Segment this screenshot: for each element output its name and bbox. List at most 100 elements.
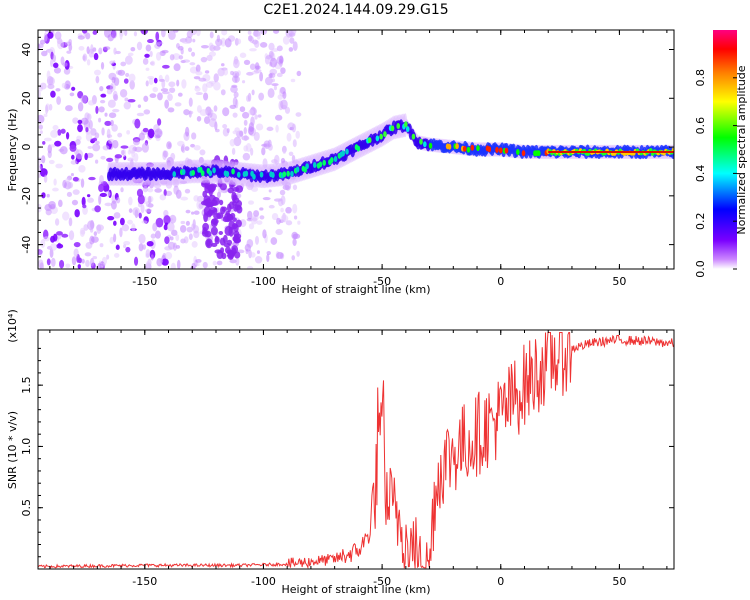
noise-speckle (159, 194, 167, 201)
noise-speckle (65, 132, 70, 140)
noise-speckle (198, 77, 207, 82)
noise-speckle (92, 143, 101, 152)
noise-speckle (39, 262, 44, 269)
noise-speckle (226, 239, 233, 246)
noise-speckle (248, 200, 255, 205)
noise-speckle (62, 62, 68, 67)
noise-speckle (127, 52, 134, 57)
noise-speckle (163, 189, 167, 197)
noise-speckle (224, 38, 232, 48)
noise-speckle (113, 212, 121, 219)
noise-speckle (275, 124, 279, 133)
noise-speckle (199, 109, 208, 116)
ridge-peak (225, 170, 230, 177)
noise-speckle (219, 182, 227, 191)
noise-speckle (290, 30, 297, 35)
noise-speckle (126, 130, 131, 135)
noise-speckle (44, 30, 50, 33)
noise-speckle (38, 156, 42, 164)
ridge-peak (208, 170, 213, 177)
noise-speckle (191, 223, 196, 231)
noise-speckle (58, 148, 65, 152)
noise-speckle (39, 130, 43, 135)
noise-speckle (87, 220, 95, 231)
noise-speckle (222, 107, 230, 117)
noise-speckle (176, 79, 180, 87)
noise-speckle (289, 37, 295, 44)
noise-speckle (53, 178, 57, 186)
noise-speckle (131, 223, 136, 232)
noise-speckle (102, 145, 110, 151)
ridge-peak (504, 147, 509, 154)
noise-speckle (191, 211, 195, 215)
noise-speckle (84, 152, 88, 161)
noise-speckle (54, 140, 62, 147)
noise-speckle (234, 233, 242, 240)
noise-speckle (50, 58, 54, 68)
noise-speckle (149, 93, 157, 99)
noise-speckle (253, 68, 262, 73)
noise-speckle (268, 73, 273, 79)
noise-speckle (236, 205, 243, 214)
noise-speckle (215, 38, 223, 47)
noise-speckle (222, 216, 229, 223)
colorbar-tick-label: 0.2 (694, 212, 707, 230)
snr-frame (37, 329, 675, 570)
noise-speckle (165, 190, 173, 196)
noise-speckle (119, 88, 128, 98)
noise-speckle (93, 69, 102, 76)
noise-speckle (295, 112, 302, 117)
noise-speckle (177, 92, 183, 97)
colorbar-gradient (713, 30, 737, 269)
noise-speckle (199, 149, 206, 156)
noise-speckle (213, 73, 219, 83)
noise-speckle (82, 204, 87, 209)
noise-speckle (274, 114, 283, 121)
noise-speckle (271, 78, 275, 83)
noise-speckle (106, 254, 110, 260)
noise-speckle (157, 92, 163, 101)
noise-speckle (46, 70, 51, 80)
noise-speckle (200, 45, 209, 49)
noise-speckle (99, 174, 104, 184)
noise-speckle (246, 238, 254, 248)
noise-speckle (183, 236, 189, 244)
noise-speckle (169, 54, 175, 61)
x-tick-label: 50 (612, 575, 626, 588)
noise-speckle (77, 124, 83, 133)
ridge-peak (423, 141, 427, 148)
noise-speckle (112, 140, 119, 149)
ridge-peak (521, 150, 526, 157)
noise-speckle (290, 78, 296, 83)
noise-speckle (216, 212, 224, 220)
noise-speckle (250, 116, 255, 127)
ridge-peak (231, 168, 235, 175)
noise-speckle (255, 123, 264, 131)
noise-speckle (86, 46, 90, 55)
noise-speckle (195, 92, 203, 96)
noise-speckle (190, 30, 197, 36)
noise-speckle (113, 220, 117, 226)
noise-speckle (93, 52, 99, 61)
ridge-peak (396, 122, 401, 129)
noise-speckle (187, 47, 193, 53)
noise-speckle (110, 119, 114, 127)
noise-speckle (185, 220, 190, 226)
noise-speckle (280, 157, 286, 164)
ridge-peak (455, 143, 459, 150)
x-tick-label: 0 (497, 575, 504, 588)
noise-speckle (39, 82, 47, 90)
noise-speckle (235, 238, 241, 243)
noise-speckle (208, 51, 217, 57)
noise-speckle (97, 262, 102, 269)
noise-speckle (43, 113, 48, 118)
noise-speckle (251, 89, 255, 96)
noise-speckle (252, 30, 261, 37)
noise-speckle (170, 152, 176, 161)
noise-speckle (243, 119, 248, 126)
noise-speckle (293, 215, 298, 220)
noise-speckle (75, 139, 81, 145)
noise-speckle (55, 163, 63, 169)
noise-speckle (152, 222, 158, 232)
ridge-peak (172, 171, 177, 178)
